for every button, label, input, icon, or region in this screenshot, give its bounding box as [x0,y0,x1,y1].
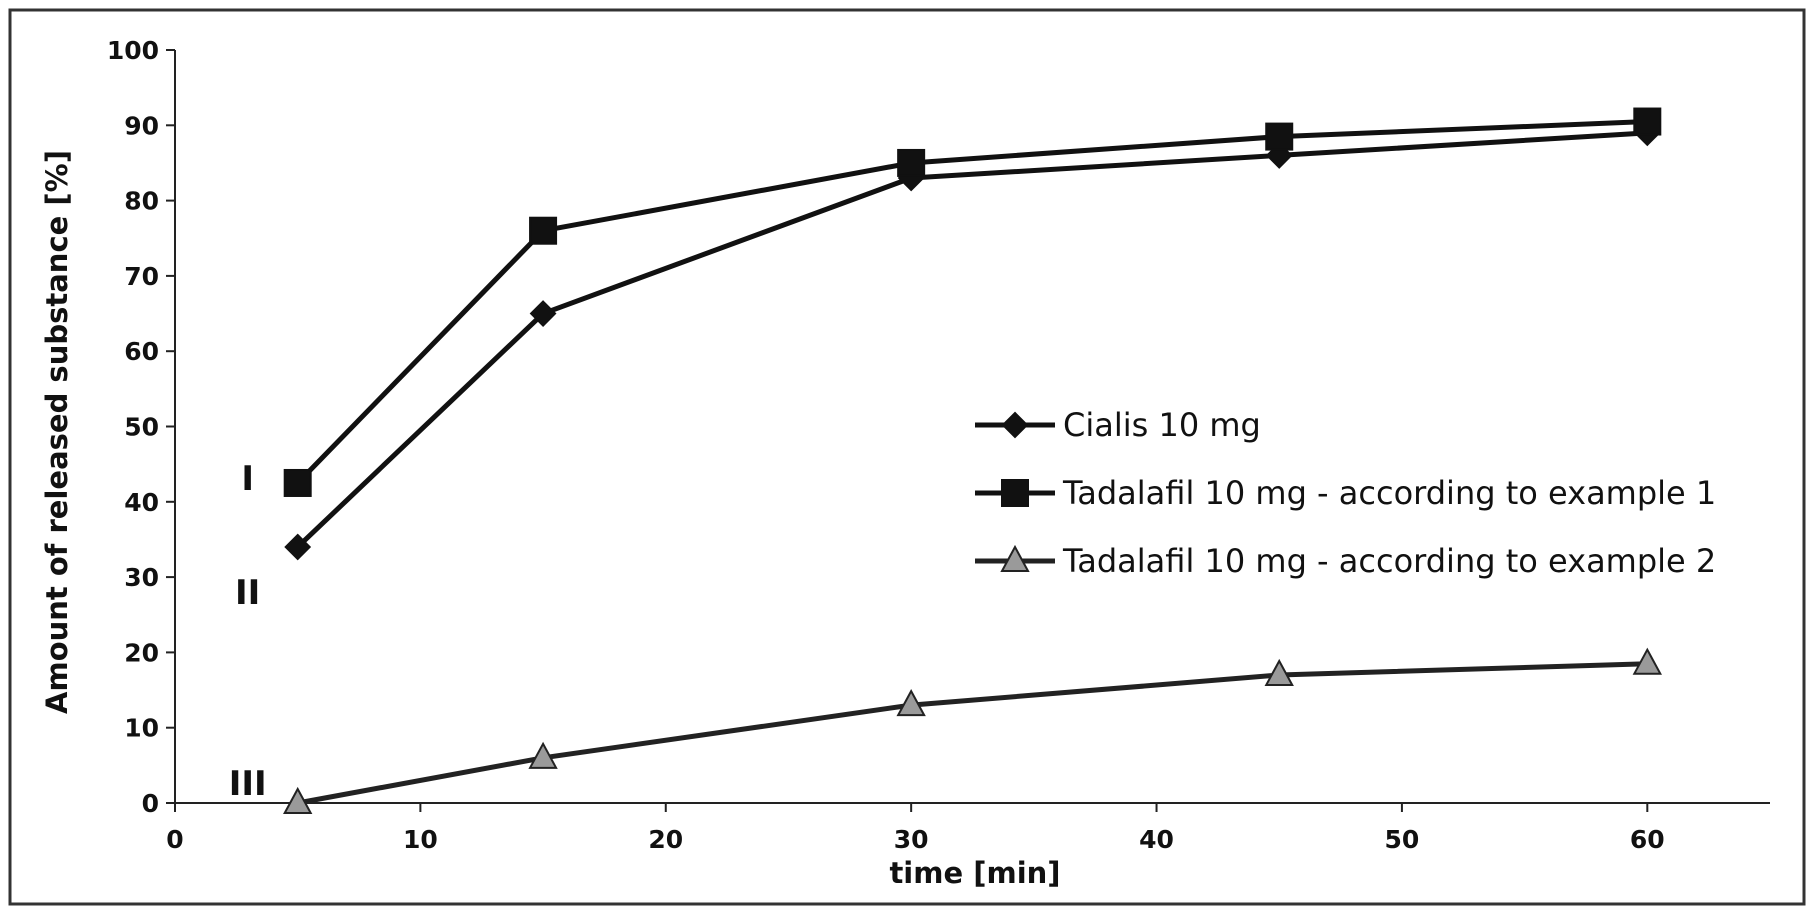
axes: 0 10 20 30 40 50 60 70 80 90 100 0 10 20 30 40 50 60 [107,36,1770,854]
series-2-point [283,468,312,497]
y-tick-label: 20 [124,638,159,667]
series-2 [283,107,1662,497]
legend-label: Cialis 10 mg [1063,406,1261,444]
series-1-point [529,300,557,327]
legend-marker [1001,411,1029,439]
x-tick-label: 60 [1630,825,1665,854]
y-tick-label: 50 [124,413,159,442]
x-tick-label: 40 [1139,825,1174,854]
series-2-point [897,148,926,177]
y-tick-label: 0 [142,789,159,818]
curve-label-1: II [235,573,260,613]
chart-border [8,8,1806,906]
x-axis-title: time [min] [889,856,1060,890]
y-tick-label: 60 [124,337,159,366]
x-tick-label: 10 [403,825,438,854]
legend-item-3: Tadalafil 10 mg - according to example 2 [975,542,1716,580]
series-3-point [528,741,558,769]
x-tick-label: 50 [1385,825,1420,854]
y-tick-label: 100 [107,36,159,65]
legend: Cialis 10 mg Tadalafil 10 mg - according … [975,406,1716,580]
curve-label-2: I [241,459,254,499]
legend-marker [1001,479,1029,507]
y-tick-label: 40 [124,488,159,517]
curve-label-3: III [229,764,267,804]
y-tick-label: 70 [124,262,159,291]
series-layer [283,107,1662,814]
series-3-point [1632,647,1662,675]
series-2-point [529,216,558,245]
y-axis-title: Amount of released substance [%] [40,150,74,714]
legend-label: Tadalafil 10 mg - according to example 2 [1062,542,1716,580]
y-tick-label: 30 [124,563,159,592]
legend-item-2: Tadalafil 10 mg - according to example 1 [975,474,1716,512]
y-tick-label: 90 [124,111,159,140]
series-3-point [1264,658,1294,686]
legend-item-1: Cialis 10 mg [975,406,1261,444]
x-tick-label: 0 [166,825,183,854]
y-tick-label: 80 [124,187,159,216]
series-2-point [1265,122,1294,151]
x-tick-label: 20 [648,825,683,854]
series-2-point [1633,107,1662,136]
legend-label: Tadalafil 10 mg - according to example 1 [1062,474,1716,512]
series-1-point [284,533,312,561]
series-3 [283,647,1662,814]
series-3-point [283,786,313,814]
legend-marker [1000,544,1030,572]
y-tick-label: 10 [124,714,159,743]
x-tick-label: 30 [894,825,929,854]
series-3-point [896,689,926,717]
